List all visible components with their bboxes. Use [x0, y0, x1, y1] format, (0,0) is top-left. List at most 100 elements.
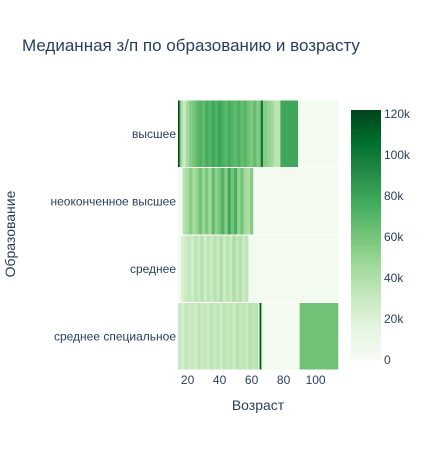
heatmap-cell: [280, 100, 299, 167]
heatmap-cell: [187, 235, 192, 302]
heatmap-cell: [213, 303, 217, 370]
heatmap-cell: [190, 235, 195, 302]
heatmap-cell: [200, 303, 204, 370]
heatmap-cell: [267, 100, 272, 167]
heatmap-cell: [254, 303, 259, 370]
heatmap-cell: [230, 100, 235, 167]
heatmap-cell: [248, 235, 339, 302]
heatmap-cell: [186, 168, 190, 235]
heatmap-cell: [274, 100, 281, 167]
heatmap-cell: [298, 100, 339, 167]
heatmap-cell: [261, 303, 264, 370]
heatmap-cell: [218, 100, 222, 167]
heatmap-cell: [187, 303, 192, 370]
heatmap-cell: [237, 100, 241, 167]
heatmap-cell: [219, 235, 224, 302]
colorbar-tick-label: 60k: [384, 230, 404, 244]
heatmap-cell: [226, 303, 230, 370]
colorbar-tick-label: 40k: [384, 271, 404, 285]
heatmap-cell: [186, 100, 190, 167]
y-axis-title: Образование: [2, 190, 18, 277]
heatmap-cell: [178, 100, 180, 167]
colorbar-gradient: [351, 110, 381, 360]
heatmap-cell: [221, 100, 225, 167]
x-tick-label: 60: [245, 373, 259, 387]
colorbar: 0 20k 40k 60k 80k 100k 120k: [351, 107, 411, 367]
heatmap-cell: [229, 235, 233, 302]
heatmap-cell: [227, 168, 232, 235]
heatmap-cell: [243, 100, 248, 167]
heatmap-cell: [181, 235, 185, 302]
heatmap-cell: [270, 100, 275, 167]
heatmap-cell: [262, 303, 300, 370]
heatmap-cell: [205, 100, 209, 167]
heatmap-cell: [248, 303, 252, 370]
chart-title-group: Медианная з/п по образованию и возрасту: [22, 36, 360, 55]
heatmap-cell: [202, 168, 206, 235]
heatmap-cell: [237, 168, 241, 235]
heatmap-cell: [182, 100, 187, 167]
heatmap-cell: [242, 303, 246, 370]
heatmap-cell: [216, 235, 220, 302]
heatmap-cell: [218, 168, 222, 235]
heatmap-cell: [232, 303, 236, 370]
heatmap-cell: [224, 168, 228, 235]
heatmap-cell: [214, 168, 219, 235]
heatmap-cell: [261, 100, 264, 167]
heatmap-cell: [205, 168, 209, 235]
heatmap-cell: [197, 235, 201, 302]
y-tick-label: среднее специальное: [54, 329, 176, 343]
heatmap-cell: [259, 303, 262, 370]
heatmap-cell: [206, 303, 211, 370]
x-tick-label: 40: [213, 373, 227, 387]
heatmap-cell: [211, 168, 216, 235]
heatmap-cell: [198, 100, 203, 167]
heatmap-cell: [179, 100, 182, 167]
heatmap-cell: [234, 168, 238, 235]
heatmap-cell: [206, 235, 211, 302]
heatmap-cell: [213, 235, 217, 302]
heatmap-cell: [202, 100, 206, 167]
heatmap-row: [178, 100, 339, 167]
heatmap-cell: [232, 235, 236, 302]
heatmap-cell: [256, 100, 260, 167]
colorbar-tick-label: 120k: [384, 107, 411, 121]
heatmap-cell: [222, 235, 227, 302]
heatmap-cell: [299, 303, 339, 370]
heatmap-cell: [251, 303, 256, 370]
heatmap-cell: [195, 100, 200, 167]
heatmap-cell: [246, 100, 251, 167]
heatmap-cell: [178, 168, 184, 235]
heatmap-cell: [178, 303, 182, 370]
heatmap-row: [178, 168, 339, 235]
heatmap-cell: [245, 235, 249, 302]
heatmap-cell: [224, 100, 228, 167]
heatmap-row: [178, 235, 339, 302]
heatmap-cell: [181, 303, 185, 370]
heatmap-cell: [229, 303, 233, 370]
x-tick-label: 100: [306, 373, 326, 387]
heatmap-cell: [208, 168, 212, 235]
heatmap-cell: [234, 100, 238, 167]
y-tick-label: высшее: [132, 127, 176, 141]
heatmap-cell: [227, 100, 232, 167]
heatmap-cell: [189, 168, 193, 235]
heatmap-cell: [242, 235, 246, 302]
heatmap-cell: [258, 303, 260, 370]
heatmap-row: [178, 303, 339, 370]
heatmap-cell: [182, 168, 187, 235]
heatmap-cell: [222, 303, 227, 370]
heatmap-cell: [250, 168, 254, 235]
y-tick-label: неоконченное высшее: [51, 194, 177, 208]
heatmap-cell: [243, 168, 248, 235]
heatmap-cell: [238, 303, 243, 370]
heatmap-cell: [210, 235, 214, 302]
heatmap-cell: [235, 303, 240, 370]
heatmap-cell: [250, 100, 254, 167]
heatmap-cell: [184, 235, 188, 302]
heatmap-cell: [194, 235, 198, 302]
heatmap-cell: [221, 168, 225, 235]
heatmap-cell: [203, 235, 208, 302]
heatmap-cell: [216, 303, 220, 370]
colorbar-tick-label: 0: [384, 353, 391, 367]
